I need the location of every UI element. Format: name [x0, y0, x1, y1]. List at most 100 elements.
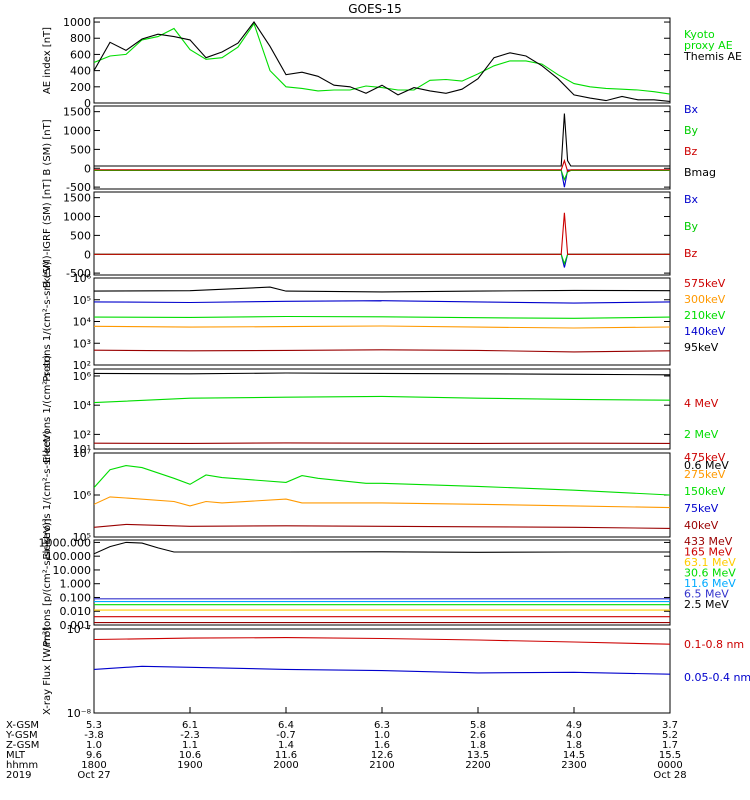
y-tick-label: -500 — [66, 267, 91, 280]
y-tick-label: 1500 — [63, 106, 91, 119]
y-tick-label: 10³ — [73, 337, 91, 350]
x-tick-label: 15.5 — [659, 750, 681, 761]
legend-entry: Bz — [684, 247, 698, 260]
y-tick-label: 10⁴ — [73, 399, 92, 412]
legend-entry: Bz — [684, 145, 698, 158]
legend-entry: proxy AE — [684, 39, 733, 52]
x-tick-label: 6.1 — [182, 720, 198, 731]
x-tick-label: 5.8 — [470, 720, 486, 731]
x-tick-label: 1.0 — [374, 730, 390, 741]
legend-entry: 0.6 MeV — [684, 459, 729, 472]
legend-entry: Themis AE — [683, 50, 742, 63]
y-axis-label: Electrons 1/(cm²-s-sr-keV) — [42, 430, 53, 559]
legend-entry: 575keV — [684, 277, 726, 290]
series-line — [94, 22, 670, 95]
x-tick-label: 11.6 — [275, 750, 297, 761]
legend-entry: 300keV — [684, 293, 726, 306]
y-tick-label: 800 — [70, 32, 91, 45]
series-line — [94, 395, 670, 404]
y-tick-label: -500 — [66, 181, 91, 194]
y-tick-label: 500 — [70, 229, 91, 242]
x-tick-label: -3.8 — [84, 730, 104, 741]
series-line — [94, 665, 670, 675]
x-tick-label: 13.5 — [467, 750, 489, 761]
y-tick-label: 0.010 — [60, 605, 92, 618]
legend-entry: 30.6 MeV — [684, 567, 736, 580]
y-tick-label: 0.100 — [60, 591, 92, 604]
series-line — [94, 523, 670, 529]
legend-entry: Bx — [684, 103, 699, 116]
series-line — [94, 253, 670, 266]
series-line — [94, 169, 670, 188]
y-tick-label: 10⁵ — [73, 294, 91, 307]
legend-entry: 210keV — [684, 309, 726, 322]
legend-entry: 275keV — [684, 468, 726, 481]
x-tick-label: 1800 — [81, 760, 106, 771]
panel-protons_mev: 0.0010.0100.1001.00010.000100.0001000.00… — [39, 518, 737, 646]
panel-bigrf: -500 0 500 1000 1500 B (SM)-IGRF (SM) [nT] Bx B… — [42, 179, 699, 288]
y-tick-label: 10.000 — [53, 564, 92, 577]
y-tick-label: 10⁻⁷ — [67, 623, 91, 636]
x-tick-label: Oct 27 — [77, 770, 110, 781]
series-line — [94, 169, 670, 182]
series-line — [94, 113, 670, 167]
y-tick-label: 10⁴ — [73, 316, 92, 329]
legend-entry: By — [684, 220, 699, 233]
legend-entry: Bx — [684, 193, 699, 206]
x-tick-label: 14.5 — [563, 750, 585, 761]
legend-entry: 6.5 MeV — [684, 588, 729, 601]
legend-entry: 0.05-0.4 nm — [684, 671, 750, 684]
x-tick-label: 9.6 — [86, 750, 102, 761]
panel-electrons_mev: 10¹ 10² 10⁴ 10⁶ Electrons 1/(cm²-s-sr) 4 MeV 2… — [42, 355, 729, 472]
x-tick-label: 4.0 — [566, 730, 582, 741]
legend-entry: 2.5 MeV — [684, 598, 729, 611]
x-tick-label: Oct 28 — [653, 770, 686, 781]
x-row-label: MLT — [6, 750, 26, 761]
y-tick-label: 10¹ — [73, 443, 91, 456]
series-line — [94, 21, 670, 102]
legend-entry: 75keV — [684, 502, 719, 515]
panel-bsm: -500 0 500 1000 1500 B (SM) [nT] Bx By Bz Bmag — [42, 103, 716, 194]
y-tick-label: 1000 — [63, 16, 91, 29]
y-tick-label: 1000.000 — [39, 536, 92, 549]
legend-entry: 4 MeV — [684, 397, 719, 410]
x-tick-label: 12.6 — [371, 750, 393, 761]
legend-entry: 433 MeV — [684, 535, 733, 548]
x-tick-label: 6.3 — [374, 720, 390, 731]
y-tick-label: 0 — [84, 97, 91, 110]
series-line — [94, 300, 670, 304]
legend-entry: Kyoto — [684, 28, 715, 41]
y-tick-label: 10⁷ — [73, 447, 91, 460]
y-axis-label: B (SM)-IGRF (SM) [nT] — [42, 179, 53, 288]
legend-entry: 95keV — [684, 341, 719, 354]
series-line — [94, 315, 670, 319]
y-tick-label: 1500 — [63, 192, 91, 205]
x-tick-label: 2100 — [369, 760, 394, 771]
x-tick-label: 1.8 — [470, 740, 486, 751]
panel-frame — [93, 191, 671, 276]
y-tick-label: 0 — [84, 162, 91, 175]
legend-entry: 11.6 MeV — [684, 577, 736, 590]
series-line — [94, 158, 670, 173]
series-line — [94, 212, 670, 255]
y-tick-label: 0 — [84, 248, 91, 261]
x-tick-label: 0000 — [657, 760, 682, 771]
x-row-label: Z-GSM — [6, 740, 39, 751]
x-tick-label: 2.6 — [470, 730, 486, 741]
y-axis-label: Electrons 1/(cm²-s-sr) — [42, 355, 53, 463]
x-tick-label: -2.3 — [180, 730, 200, 741]
series-line — [94, 496, 670, 509]
y-axis-label: Protons [p/(cm²-s-sr-keV)] — [42, 518, 53, 646]
series-line — [94, 442, 670, 444]
legend-entry: 150keV — [684, 485, 726, 498]
x-tick-label: 5.2 — [662, 730, 678, 741]
panel-ae: 0 200 400 600 800 1000 AE index [nT] Kyotoproxy… — [42, 16, 742, 110]
x-tick-label: 1.6 — [374, 740, 390, 751]
series-line — [94, 325, 670, 329]
x-tick-label: 1.7 — [662, 740, 678, 751]
y-tick-label: 10⁵ — [73, 531, 91, 544]
x-row-label: 2019 — [6, 770, 31, 781]
x-tick-label: 10.6 — [179, 750, 201, 761]
panel-xray: 10⁻⁸ 10⁻⁷ X-ray Flux [W/m²] 0.1-0.8 nm 0.05-… — [42, 623, 750, 720]
